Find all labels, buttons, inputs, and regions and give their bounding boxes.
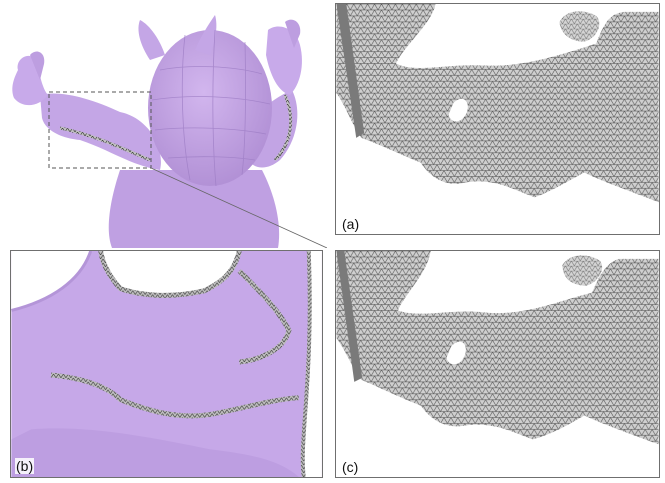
zoom-image-b bbox=[11, 251, 322, 477]
model-overview-image bbox=[12, 15, 327, 248]
mesh-image-c bbox=[336, 251, 659, 477]
label-c: (c) bbox=[341, 459, 360, 475]
mesh-image-a bbox=[336, 4, 659, 234]
mesh-panel-a: (a) bbox=[335, 3, 660, 235]
label-b: (b) bbox=[15, 458, 35, 474]
model-overview-panel bbox=[0, 0, 327, 248]
label-a: (a) bbox=[341, 216, 361, 232]
zoom-panel-b: (b) bbox=[10, 250, 323, 478]
mesh-panel-c: (c) bbox=[335, 250, 660, 478]
